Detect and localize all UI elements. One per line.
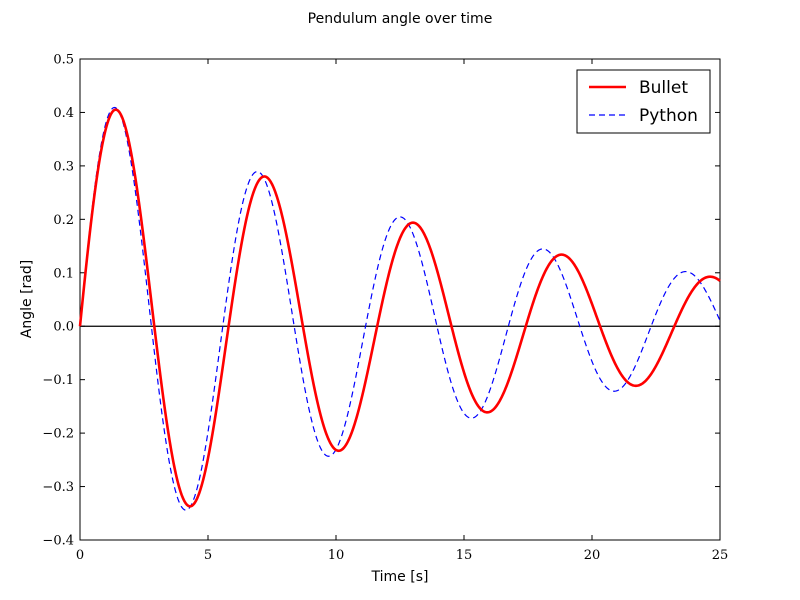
y-tick-label: 0.1 — [53, 266, 74, 281]
y-tick-label: 0.4 — [53, 106, 74, 121]
series-line-python — [79, 106, 721, 511]
y-tick-label: 0.3 — [53, 159, 74, 174]
x-tick-label: 20 — [584, 548, 601, 563]
y-tick-label: −0.2 — [42, 427, 74, 442]
y-tick-label: 0.2 — [53, 213, 74, 228]
y-tick-label: −0.4 — [42, 534, 74, 549]
y-tick-label: −0.3 — [42, 480, 74, 495]
y-tick-label: 0.5 — [53, 53, 74, 68]
x-tick-label: 25 — [712, 548, 729, 563]
x-axis-label: Time [s] — [371, 569, 429, 585]
x-tick-label: 0 — [76, 548, 84, 563]
plot-area — [78, 106, 721, 511]
y-tick-label: −0.1 — [42, 373, 74, 388]
legend-label-bullet: Bullet — [639, 78, 688, 98]
legend-box — [576, 69, 711, 134]
x-tick-label: 5 — [204, 548, 212, 563]
y-axis-label: Angle [rad] — [19, 260, 35, 338]
chart-title: Pendulum angle over time — [308, 11, 493, 27]
plot-frame — [79, 58, 721, 541]
y-tick-label: 0.0 — [53, 320, 74, 335]
legend: Bullet Python — [576, 69, 711, 134]
legend-label-python: Python — [639, 106, 698, 126]
axis-tick-labels: 0 5 10 15 20 25 −0.4 −0.3 −0.2 −0.1 0.0 0.1 0.2 0.3 0.… — [42, 53, 728, 564]
x-tick-label: 15 — [456, 548, 473, 563]
series-line-bullet — [78, 108, 721, 508]
x-tick-label: 10 — [328, 548, 345, 563]
